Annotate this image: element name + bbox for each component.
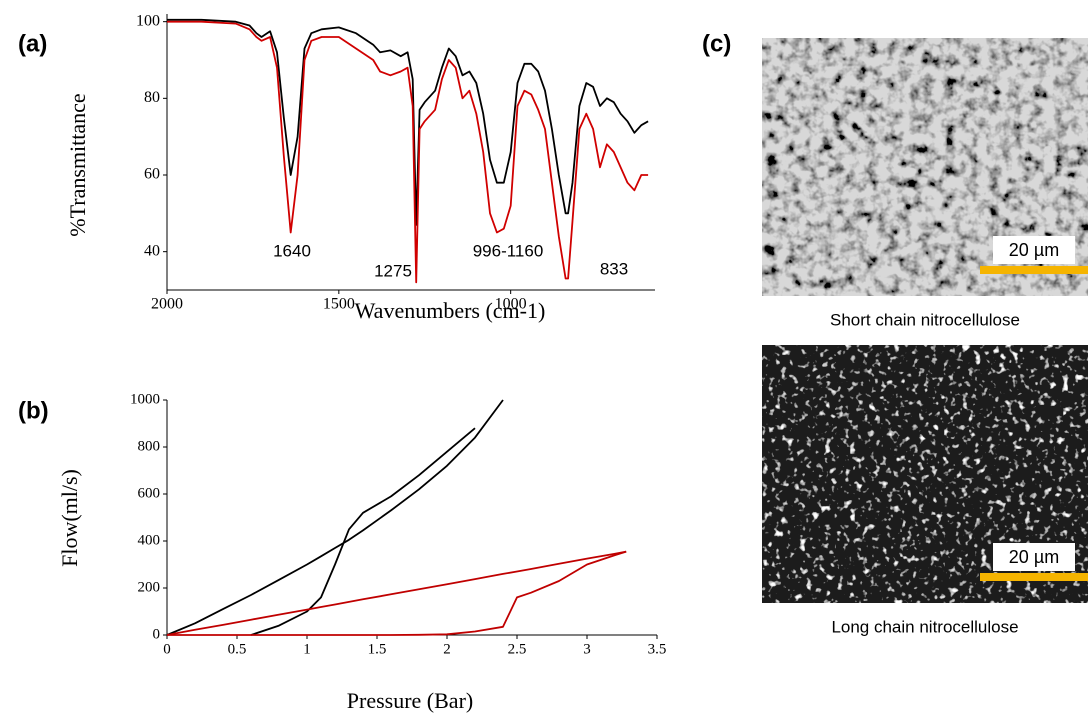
y-axis-label: %Transmittance: [65, 93, 90, 236]
line-series: [250, 427, 476, 636]
x-tick-label: 2000: [151, 296, 183, 313]
x-axis-label: Wavenumbers (cm-1): [355, 298, 546, 323]
scale-label-bg: [993, 543, 1075, 571]
y-tick-label: 400: [138, 532, 161, 548]
x-tick-label: 3: [583, 641, 591, 657]
peak-annotation: 1640: [273, 241, 311, 260]
line-series: [167, 550, 627, 636]
panel-label: (a): [18, 30, 47, 57]
y-tick-label: 100: [136, 12, 160, 29]
y-tick-label: 0: [153, 626, 161, 642]
y-tick-label: 200: [138, 579, 161, 595]
line-series: [167, 20, 649, 284]
line-series: [166, 399, 504, 636]
x-tick-label: 1000: [495, 296, 527, 313]
image-caption: Long chain nitrocellulose: [831, 617, 1018, 636]
x-tick-label: 1: [303, 641, 311, 657]
y-tick-label: 600: [138, 485, 161, 501]
y-tick-label: 60: [144, 166, 160, 183]
y-tick-label: 40: [144, 242, 160, 259]
y-tick-label: 1000: [130, 391, 160, 407]
scale-bar: [980, 266, 1088, 274]
panel-label: (c): [702, 30, 731, 57]
scale-label: 20 µm: [1009, 547, 1059, 567]
y-tick-label: 800: [138, 438, 161, 454]
scale-bar: [980, 573, 1088, 581]
peak-annotation: 996-1160: [473, 241, 544, 260]
x-axis-label: Pressure (Bar): [347, 688, 473, 713]
x-tick-label: 2.5: [508, 641, 527, 657]
x-tick-label: 2: [443, 641, 451, 657]
scale-label: 20 µm: [1009, 240, 1059, 260]
x-tick-label: 3.5: [648, 641, 667, 657]
peak-annotation: 833: [600, 259, 628, 278]
y-tick-label: 80: [144, 89, 160, 106]
x-tick-label: 0: [163, 641, 171, 657]
scale-label-bg: [993, 236, 1075, 264]
peak-annotation: 1275: [374, 261, 412, 280]
x-tick-label: 0.5: [228, 641, 247, 657]
line-series: [167, 18, 649, 226]
x-tick-label: 1.5: [368, 641, 387, 657]
panel-label: (b): [18, 397, 49, 424]
x-tick-label: 1500: [323, 296, 355, 313]
y-axis-label: Flow(ml/s): [57, 469, 82, 567]
line-series: [166, 550, 627, 636]
image-caption: Short chain nitrocellulose: [830, 310, 1020, 329]
